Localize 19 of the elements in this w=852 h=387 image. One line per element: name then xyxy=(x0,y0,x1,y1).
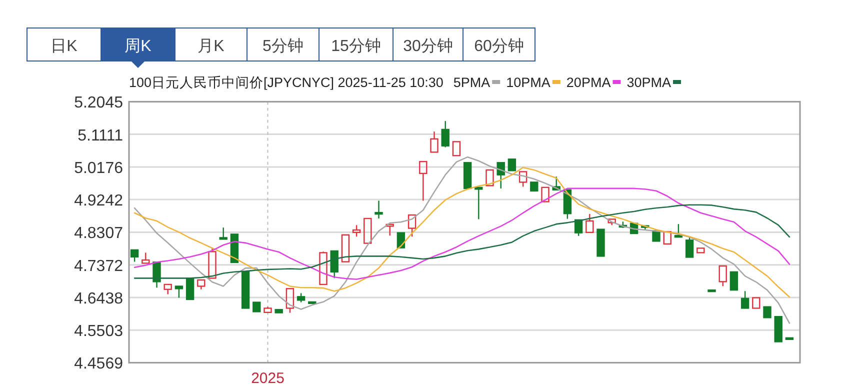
candlestick xyxy=(374,200,383,220)
line-series xyxy=(134,156,790,324)
line-series xyxy=(134,166,790,298)
chart-title: 100日元人民币中间价[JPYCNYC] 2025-11-25 10:30 xyxy=(129,75,444,90)
y-tick-label: 5.2045 xyxy=(74,94,124,112)
y-tick-label: 4.9242 xyxy=(74,192,124,210)
legend-label: 20PMA xyxy=(566,75,611,90)
y-tick-label: 4.5503 xyxy=(74,323,124,340)
y-tick-label: 4.7372 xyxy=(74,258,124,275)
y-tick-label: 5.1111 xyxy=(78,127,124,144)
legend-label: 10PMA xyxy=(506,75,550,90)
tabs: 日K 周K 月K 5分钟 15分钟 30分钟 60分钟 xyxy=(26,28,536,68)
y-tick-label: 4.8307 xyxy=(74,225,124,242)
y-tick-label: 5.0176 xyxy=(74,160,124,177)
legend-label: 30PMA xyxy=(626,75,671,90)
x-tick-label: 2025 xyxy=(251,370,284,387)
legend-label: 5PMA xyxy=(453,75,490,90)
y-tick-label: 4.6438 xyxy=(74,290,124,308)
y-tick-label: 4.4569 xyxy=(74,356,124,373)
